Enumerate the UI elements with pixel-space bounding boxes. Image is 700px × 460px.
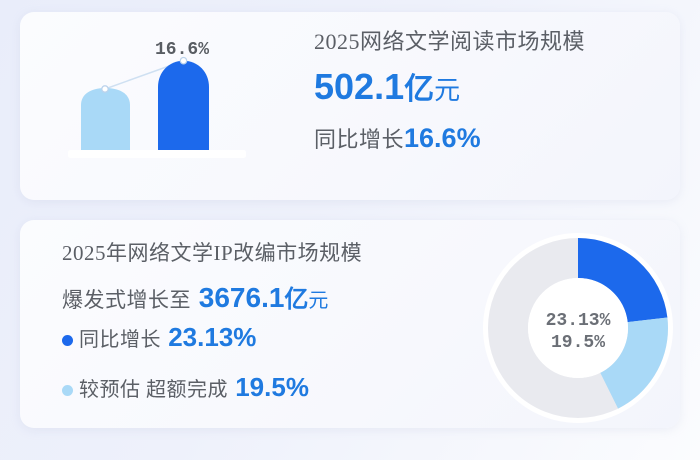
svg-text:23.13%: 23.13%: [546, 311, 611, 331]
svg-text:19.5%: 19.5%: [551, 333, 605, 353]
svg-text:16.6%: 16.6%: [155, 40, 209, 60]
